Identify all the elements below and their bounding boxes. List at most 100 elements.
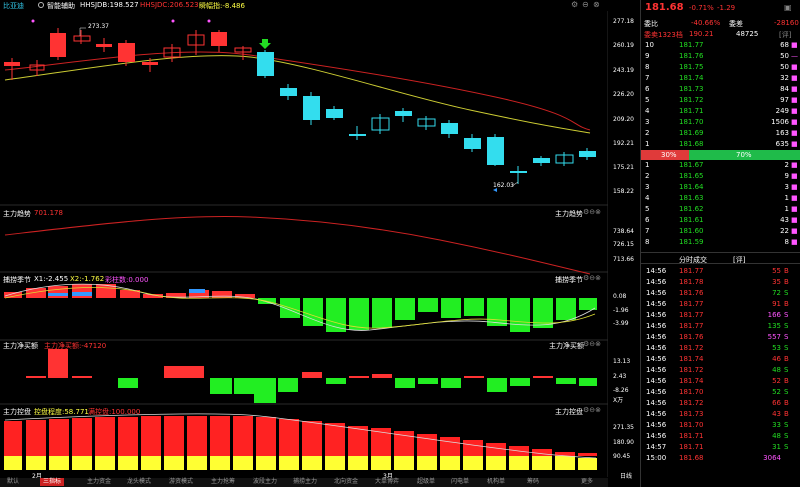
tab-capture-main[interactable]: 捕捞主力 <box>293 478 318 485</box>
axis-tick: 243.19 <box>613 67 634 74</box>
weimai-comment-tag[interactable]: [评] <box>779 31 792 39</box>
ask-row[interactable]: 4 181.71 249 ■ <box>645 107 798 115</box>
tab-default[interactable]: 默认 <box>7 478 20 485</box>
bid-row[interactable]: 3 181.64 3 ■ <box>645 183 798 191</box>
bid-row[interactable]: 4 181.63 1 ■ <box>645 194 798 202</box>
tab-hot-money-mode[interactable]: 游资模式 <box>169 478 194 485</box>
tick-row: 14:56 181.72 53 S <box>646 344 789 352</box>
control-full: 满控盘:100.000 <box>88 408 141 416</box>
ask-row[interactable]: 8 181.75 50 ■ <box>645 63 798 71</box>
ticks-comment-tag[interactable]: [评] <box>733 256 746 264</box>
tick-row: 14:56 181.70 52 S <box>646 388 789 396</box>
candle <box>118 40 135 66</box>
candle <box>280 84 297 100</box>
trend-axis-1: 738.64 <box>613 228 634 235</box>
ticks-title[interactable]: 分时成交 <box>679 256 707 264</box>
bid-row[interactable]: 5 181.62 1 ■ <box>645 205 798 213</box>
ask-row[interactable]: 9 181.76 50— <box>645 52 798 60</box>
ask-row[interactable]: 5 181.72 97 ■ <box>645 96 798 104</box>
control-axis-3: 90.45 <box>613 453 631 460</box>
axis-tick: 158.22 <box>613 188 634 195</box>
bid-row[interactable]: 8 181.59 8 ■ <box>645 238 798 246</box>
trend-panel-title: 主力趋势 <box>3 210 31 218</box>
candle <box>96 38 112 52</box>
ask-row[interactable]: 2 181.69 163 ■ <box>645 129 798 137</box>
axis-tick: 260.19 <box>613 42 634 49</box>
bid-row[interactable]: 1 181.67 2 ■ <box>645 161 798 169</box>
capture-color-count: 彩柱数:0.000 <box>105 276 149 284</box>
netbuy-axis-2: 2.43 <box>613 373 627 380</box>
tick-row: 14:56 181.72 48 S <box>646 366 789 374</box>
ask-row[interactable]: 3 181.70 1506 ■ <box>645 118 798 126</box>
capture-panel-label[interactable]: 捕捞季节 <box>555 276 583 284</box>
candle <box>142 58 158 72</box>
tab-northbound[interactable]: 北向资金 <box>334 478 359 485</box>
tab-main-funds[interactable]: 主力资金 <box>87 478 112 485</box>
capture-axis-3: -3.99 <box>613 320 629 327</box>
tab-three-indicators[interactable]: 三指标 <box>40 478 65 486</box>
ask-row[interactable]: 1 181.68 635 ■ <box>645 140 798 148</box>
tab-leader-mode[interactable]: 龙头模式 <box>127 478 152 485</box>
stock-name[interactable]: 比亚迪 <box>3 2 24 10</box>
candle <box>487 134 504 166</box>
minimize-icon[interactable]: ⊖ <box>582 0 589 9</box>
tick-row: 14:56 181.74 52 B <box>646 377 789 385</box>
tab-main-grab[interactable]: 主力抢筹 <box>211 478 236 485</box>
candle <box>441 120 458 138</box>
price-change: -1.29 <box>717 4 736 12</box>
candle <box>163 44 181 62</box>
bid-row[interactable]: 2 181.65 9 ■ <box>645 172 798 180</box>
panel-gear-icon[interactable]: ⚙⊖⊗ <box>583 208 602 216</box>
tab-flash-order[interactable]: 闪电单 <box>451 478 470 485</box>
trend-panel-label[interactable]: 主力趋势 <box>555 210 583 218</box>
tab-big-order[interactable]: 大单博弈 <box>375 478 400 485</box>
pct-change: -0.71% <box>689 4 714 12</box>
candle <box>579 148 596 160</box>
candle <box>533 156 550 166</box>
settings-gear-icon[interactable]: ⚙ <box>571 0 579 9</box>
panel-gear-icon[interactable]: ⚙⊖⊗ <box>583 406 602 414</box>
quote-panel: 181.68 -0.71% -1.29 ▣ 委比 -40.66% 委差 -281… <box>640 0 800 487</box>
trend-line <box>4 215 591 275</box>
tick-row: 14:56 181.76 72 S <box>646 289 789 297</box>
candle <box>555 152 574 166</box>
close-icon[interactable]: ⊗ <box>593 0 600 9</box>
tab-chips[interactable]: 筹码 <box>527 478 540 485</box>
smart-assist-label[interactable]: 智能辅助 <box>47 2 75 10</box>
candle <box>395 108 412 122</box>
tab-institution-order[interactable]: 机构单 <box>487 478 506 485</box>
bid-row[interactable]: 7 181.60 22 ■ <box>645 227 798 235</box>
candle <box>303 92 320 125</box>
candle <box>73 30 91 44</box>
kline-chart-area[interactable] <box>0 11 608 477</box>
ask-row[interactable]: 7 181.74 32 ■ <box>645 74 798 82</box>
candle <box>371 114 390 134</box>
capture-x1: X1:-2.455 <box>34 275 69 283</box>
price-axis: 277.18 260.19 243.19 226.20 209.20 192.2… <box>613 11 641 201</box>
candle <box>4 58 20 80</box>
daily-period-button[interactable]: 日线 <box>620 473 633 480</box>
smart-assist-icon[interactable] <box>38 2 44 8</box>
tick-row: 14:56 181.77 166 S <box>646 311 789 319</box>
bid-row[interactable]: 6 181.61 43 ■ <box>645 216 798 224</box>
ma-yellow-line <box>4 55 591 134</box>
tick-row: 15:00 181.68 3064 <box>646 454 781 462</box>
control-panel-label[interactable]: 主力控盘 <box>555 408 583 416</box>
panel-gear-icon[interactable]: ⚙⊖⊗ <box>583 274 602 282</box>
netbuy-panel-label[interactable]: 主力净买额 <box>549 342 584 350</box>
axis-tick: 277.18 <box>613 18 634 25</box>
ask-row[interactable]: 10 181.77 68 ■ <box>645 41 798 49</box>
panel-layout-icon[interactable]: ▣ <box>784 3 792 12</box>
tab-more[interactable]: 更多 <box>581 478 594 485</box>
tab-band-main[interactable]: 波段主力 <box>253 478 278 485</box>
ask-row[interactable]: 6 181.73 84 ■ <box>645 85 798 93</box>
sjdc-value: HHSJDC:206.523 <box>140 1 199 9</box>
buy-sell-ratio-bar: 30% 70% <box>641 150 800 160</box>
control-axis-1: 271.35 <box>613 424 634 431</box>
weibi-label: 委比 <box>644 20 658 28</box>
top-indicator-bar: 比亚迪 智能辅助 HHSJDB:198.527 HHSJDC:206.523 瞬… <box>0 0 608 11</box>
capture-bars <box>4 284 597 332</box>
candle <box>29 60 45 76</box>
panel-gear-icon[interactable]: ⚙⊖⊗ <box>583 340 602 348</box>
tab-super-order[interactable]: 超级单 <box>417 478 436 485</box>
